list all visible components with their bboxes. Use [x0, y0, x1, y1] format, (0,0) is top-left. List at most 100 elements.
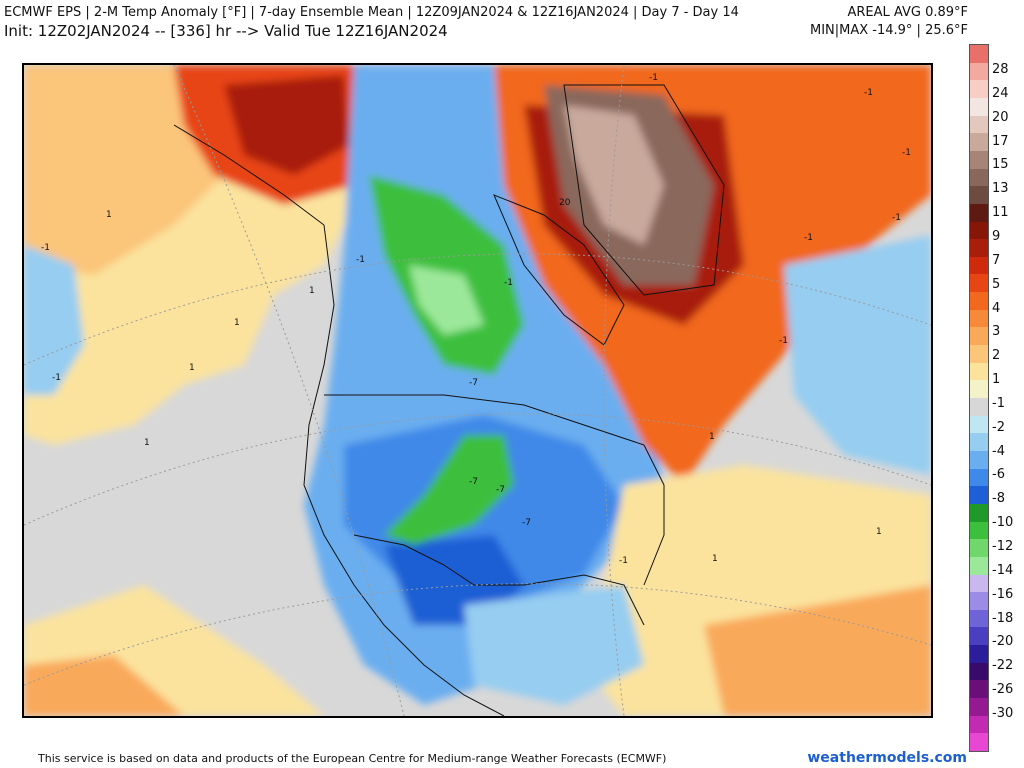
contour-label: -1: [504, 278, 513, 288]
longitude-arc-2: [603, 65, 625, 716]
color-scale-label: -10: [992, 515, 1014, 531]
color-scale-label: 5: [992, 276, 1001, 292]
color-scale-swatch: [970, 168, 988, 187]
color-scale-label: -2: [992, 419, 1005, 435]
color-scale-swatch: [970, 468, 988, 487]
contour-label: -1: [356, 255, 365, 265]
color-scale-swatch: [970, 239, 988, 258]
anomaly-map-panel: -1 -1 -1 -1 -1 -1 -1 -1 1 1 1 1 1 1 1 20…: [22, 63, 933, 718]
contour-label: -1: [892, 213, 901, 223]
contour-label: -1: [864, 88, 873, 98]
contour-label: -7: [522, 518, 531, 528]
areal-average-readout: AREAL AVG 0.89°F: [847, 5, 969, 20]
color-scale-label: 4: [992, 300, 1001, 316]
color-scale-swatch: [970, 380, 988, 399]
color-scale-label: 9: [992, 228, 1001, 244]
longitude-arc-1: [173, 65, 405, 716]
strong-warm-alaska: [224, 75, 349, 175]
color-scale-swatch: [970, 698, 988, 717]
color-scale-swatch: [970, 80, 988, 99]
contour-label: -1: [619, 556, 628, 566]
color-scale-swatch: [970, 45, 988, 64]
color-scale-label: -14: [992, 562, 1014, 578]
min-max-readout: MIN|MAX -14.9° | 25.6°F: [809, 23, 968, 38]
color-scale-swatch: [970, 398, 988, 417]
color-scale-label: -20: [992, 634, 1014, 650]
color-scale-swatch: [970, 203, 988, 222]
color-scale-swatch: [970, 97, 988, 117]
contour-label: -7: [496, 485, 505, 495]
color-scale-label: 3: [992, 324, 1001, 340]
contour-label: -1: [804, 233, 813, 243]
anomaly-field: [24, 65, 931, 716]
color-scale-swatch: [970, 133, 988, 152]
color-scale-swatch: [970, 539, 988, 558]
color-scale-swatch: [970, 715, 988, 734]
color-scale-swatch: [970, 309, 988, 328]
graticule: [24, 65, 931, 716]
data-source-disclaimer: This service is based on data and produc…: [38, 752, 667, 765]
color-scale-swatch: [970, 627, 988, 646]
contour-label: -1: [52, 373, 61, 383]
color-scale-swatch: [970, 362, 988, 381]
color-scale-label: -8: [992, 491, 1005, 507]
us-canada-border: [324, 394, 645, 446]
map-title-line1: ECMWF EPS | 2-M Temp Anomaly [°F] | 7-da…: [4, 5, 739, 20]
gulf-coastline: [474, 574, 645, 626]
boundary-lines: [173, 84, 725, 716]
color-scale-label: 20: [992, 109, 1009, 125]
contour-label: 1: [876, 527, 882, 537]
west-coastline: [303, 224, 505, 716]
hudson-bay-coastline: [493, 194, 625, 346]
color-scale-label: -12: [992, 539, 1014, 554]
color-scale-swatch: [970, 150, 988, 170]
peak-warm-baffin: [564, 105, 664, 245]
color-scale-swatch: [970, 256, 988, 275]
contour-label: -1: [902, 148, 911, 158]
color-scale-swatch: [970, 115, 988, 134]
color-scale-swatch: [970, 574, 988, 593]
contour-label: 1: [189, 363, 195, 373]
contour-label: 1: [712, 554, 718, 564]
brand-link[interactable]: weathermodels.com: [807, 750, 967, 766]
color-scale-swatch: [970, 62, 988, 81]
color-scale-swatch: [970, 733, 988, 752]
warm-anomaly-atlantic-deep: [704, 585, 931, 716]
color-scale-label: 13: [992, 181, 1009, 197]
color-scale-label: -1: [992, 395, 1005, 411]
color-scale-label: 28: [992, 62, 1009, 77]
color-scale-label: -6: [992, 467, 1005, 483]
contour-label: -1: [779, 336, 788, 346]
color-scale-label: -18: [992, 610, 1014, 626]
very-cold-anomaly-plains: [384, 435, 514, 545]
color-scale-label: 11: [992, 205, 1009, 221]
contour-label: 1: [144, 438, 150, 448]
cool-anomaly-atlantic: [784, 235, 931, 475]
color-scale-bar: [969, 44, 989, 752]
contour-label: 1: [309, 286, 315, 296]
contour-label: -1: [649, 73, 658, 83]
contour-label: -7: [469, 477, 478, 487]
warm-anomaly-east-pacific-deep: [24, 655, 184, 716]
contour-label: 20: [559, 198, 571, 208]
contour-label: -7: [469, 378, 478, 388]
extreme-cold-anomaly-core: [409, 265, 484, 335]
color-scale-swatch: [970, 345, 988, 364]
anomaly-map: -1 -1 -1 -1 -1 -1 -1 -1 1 1 1 1 1 1 1 20…: [24, 65, 931, 716]
color-scale-swatch: [970, 274, 988, 293]
color-scale-swatch: [970, 521, 988, 540]
color-scale-label: 2: [992, 348, 1001, 364]
contour-labels: -1 -1 -1 -1 -1 -1 -1 -1 1 1 1 1 1 1 1 20…: [41, 73, 911, 566]
east-coastline: [643, 444, 665, 586]
cool-anomaly-west-pacific: [24, 245, 84, 395]
contour-label: 1: [709, 432, 715, 442]
color-scale-label: 15: [992, 157, 1009, 173]
color-scale-swatch: [970, 609, 988, 628]
color-scale-swatch: [970, 433, 988, 452]
color-scale-swatch: [970, 680, 988, 699]
color-scale-label: 24: [992, 85, 1009, 101]
color-scale-swatch: [970, 662, 988, 681]
color-scale-label: 17: [992, 133, 1009, 149]
color-scale-swatch: [970, 327, 988, 346]
color-scale-swatch: [970, 292, 988, 311]
